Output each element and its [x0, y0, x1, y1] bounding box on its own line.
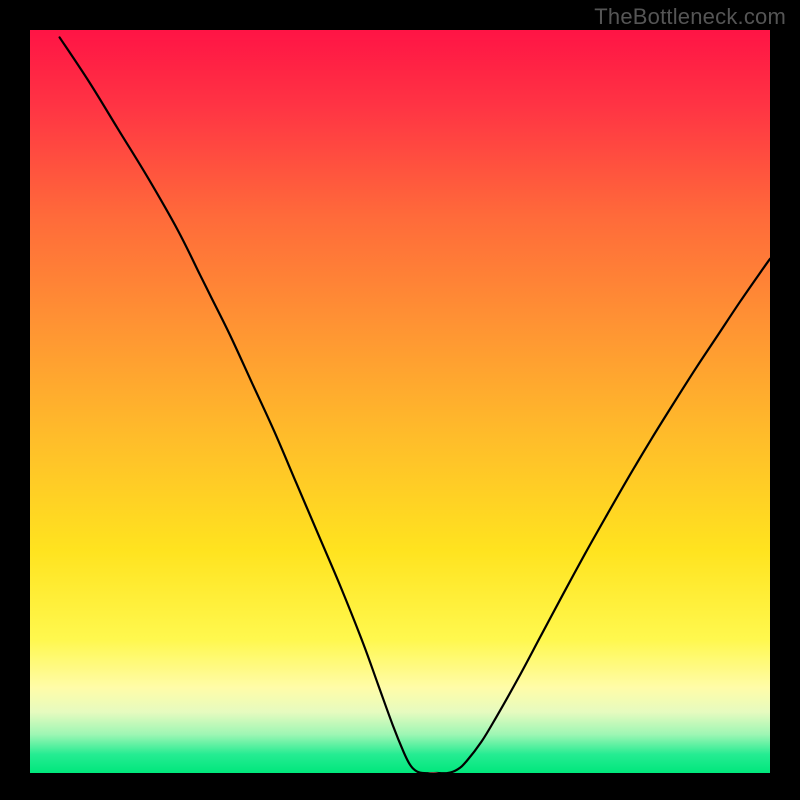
gradient-background — [30, 30, 770, 773]
plot-area — [30, 30, 770, 773]
bottleneck-curve-chart — [30, 30, 770, 773]
chart-frame: TheBottleneck.com — [0, 0, 800, 800]
watermark-text: TheBottleneck.com — [594, 4, 786, 30]
